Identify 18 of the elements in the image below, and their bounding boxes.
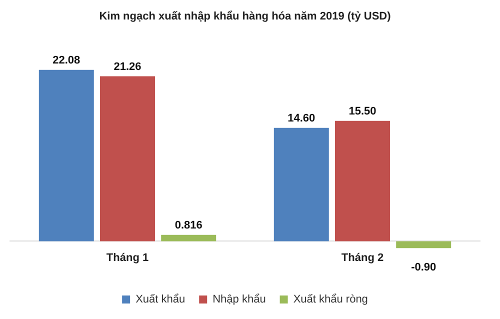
bar (38, 70, 94, 242)
data-label: 14.60 (288, 112, 316, 124)
data-label: 15.50 (348, 105, 376, 118)
legend-label: Xuất khẩu ròng (293, 294, 368, 306)
bar (396, 241, 452, 248)
data-label: -0.90 (411, 262, 436, 274)
legend-label: Nhập khẩu (212, 294, 266, 306)
legend-label: Xuất khẩu (136, 294, 186, 306)
data-label: 22.08 (52, 54, 80, 66)
bar (335, 120, 390, 242)
data-label: 21.26 (114, 60, 142, 73)
bar (161, 234, 216, 242)
bar (100, 76, 155, 242)
x-tick-label: Tháng 1 (106, 252, 149, 264)
data-label: 0.816 (174, 219, 202, 232)
chart-title: Kim ngạch xuất nhập khẩu hàng hóa năm 2019 (tỷ USD) (99, 10, 392, 23)
x-tick-label: Tháng 2 (341, 252, 384, 264)
bar (274, 128, 329, 242)
